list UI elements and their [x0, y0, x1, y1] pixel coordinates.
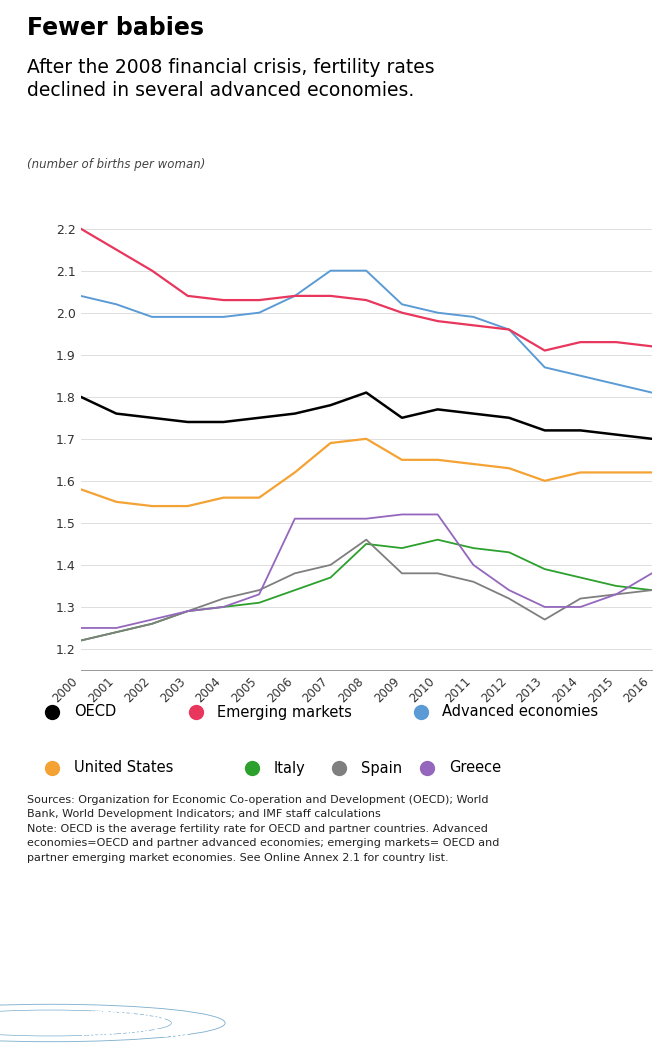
Point	[415, 703, 426, 720]
Text: Emerging markets: Emerging markets	[218, 704, 352, 719]
Text: MONETARY FUND: MONETARY FUND	[81, 1028, 188, 1039]
Text: United States: United States	[74, 760, 173, 775]
Point	[334, 759, 345, 776]
Text: OECD: OECD	[74, 704, 116, 719]
Text: Fewer babies: Fewer babies	[27, 16, 204, 39]
Text: After the 2008 financial crisis, fertility rates
declined in several advanced ec: After the 2008 financial crisis, fertili…	[27, 58, 435, 100]
Point	[421, 759, 432, 776]
Text: Italy: Italy	[274, 760, 306, 775]
Text: (number of births per woman): (number of births per woman)	[27, 159, 205, 172]
Point	[46, 703, 57, 720]
Text: Sources: Organization for Economic Co-operation and Development (OECD); World
Ba: Sources: Organization for Economic Co-op…	[27, 795, 499, 863]
Text: Advanced economies: Advanced economies	[442, 704, 599, 719]
Point	[190, 703, 201, 720]
Point	[247, 759, 257, 776]
Text: Greece: Greece	[449, 760, 501, 775]
Text: INTERNATIONAL: INTERNATIONAL	[81, 1010, 181, 1021]
Point	[46, 759, 57, 776]
Text: Spain: Spain	[362, 760, 403, 775]
Circle shape	[0, 999, 279, 1047]
